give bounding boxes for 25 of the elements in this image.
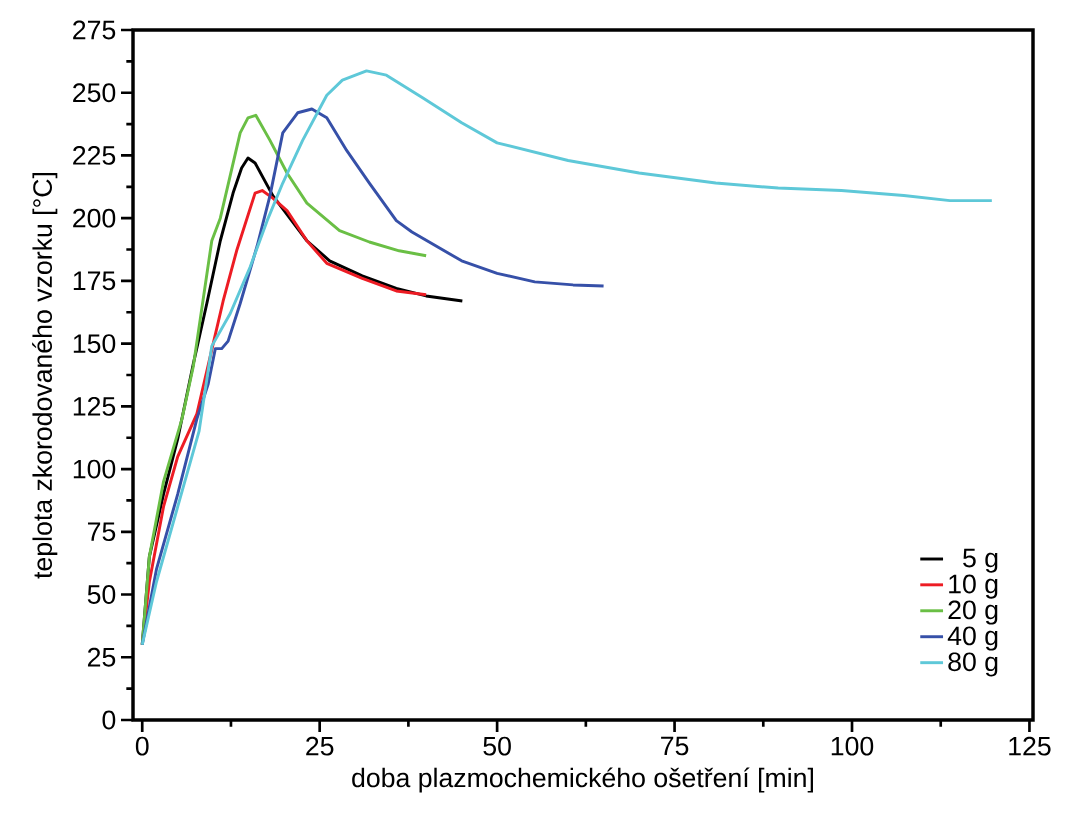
y-tick-label: 250 (73, 83, 116, 103)
x-tick-label: 75 (661, 736, 689, 756)
y-tick-label: 200 (73, 208, 116, 228)
y-tick-label: 0 (102, 710, 116, 730)
x-axis-title: doba plazmochemického ošetření [min] (352, 767, 813, 793)
y-tick-label: 100 (73, 459, 116, 479)
legend-label: 20 g (948, 600, 998, 625)
y-axis-title: teplota zkorodovaného vzorku [°C] (32, 173, 58, 579)
legend-label: 80 g (948, 652, 998, 677)
y-tick-label: 125 (73, 396, 116, 416)
y-tick-label: 50 (87, 585, 116, 604)
x-tick-label: 100 (831, 736, 874, 756)
legend-label: 10 g (949, 574, 998, 599)
x-tick-label: 125 (1009, 736, 1051, 756)
y-tick-label: 75 (87, 522, 116, 542)
y-tick-label: 25 (87, 647, 116, 667)
x-tick-label: 50 (483, 736, 511, 756)
legend-label: 5 g (963, 548, 998, 573)
legend-label: 40 g (947, 626, 998, 651)
y-tick-label: 150 (73, 334, 116, 354)
y-tick-label: 275 (73, 20, 116, 40)
x-tick-label: 25 (306, 736, 334, 756)
x-tick-label: 0 (135, 736, 149, 756)
y-tick-label: 175 (73, 271, 116, 291)
y-tick-label: 225 (73, 146, 116, 165)
